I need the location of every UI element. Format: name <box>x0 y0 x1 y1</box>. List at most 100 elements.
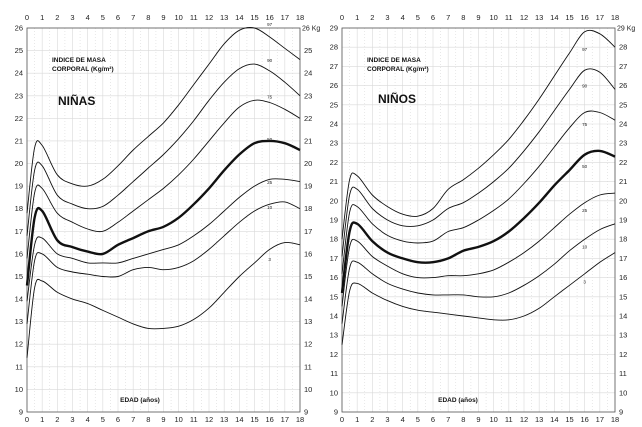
y-tick-label-left: 12 <box>330 350 338 359</box>
y-tick-label-left: 25 <box>15 46 23 55</box>
y-tick-label-right: 18 <box>304 204 312 213</box>
percentile-curve-75 <box>26 99 301 259</box>
percentile-curve-50 <box>340 149 616 294</box>
y-tick-label-right: 9 <box>619 408 623 417</box>
x-tick-label-top: 3 <box>70 13 74 22</box>
y-tick-label-right: 20 <box>619 196 627 205</box>
y-tick-label-left: 21 <box>15 136 23 145</box>
x-tick-label-top: 10 <box>174 13 182 22</box>
x-tick-label-top: 3 <box>385 13 389 22</box>
y-tick-label-right: 20 <box>304 159 312 168</box>
y-tick-label-right: 12 <box>304 340 312 349</box>
percentile-curve-90 <box>341 68 616 257</box>
x-tick-label-top: 13 <box>220 13 228 22</box>
y-tick-label-left: 17 <box>15 227 23 236</box>
x-tick-label-bottom: 2 <box>370 415 374 424</box>
chart-ninas: 0011223344556677889910101111121213131414… <box>15 13 321 424</box>
x-tick-label-top: 15 <box>565 13 573 22</box>
y-tick-label-right: 24 <box>619 120 627 129</box>
x-tick-label-top: 14 <box>550 13 558 22</box>
y-tick-label-right: 24 <box>304 69 312 78</box>
y-tick-label-right: 11 <box>304 362 312 371</box>
x-tick-label-bottom: 16 <box>265 415 273 424</box>
x-tick-label-bottom: 15 <box>565 415 573 424</box>
x-tick-label-top: 5 <box>101 13 105 22</box>
x-tick-label-top: 16 <box>265 13 273 22</box>
percentile-curve-90 <box>26 63 301 236</box>
x-tick-label-bottom: 13 <box>220 415 228 424</box>
y-tick-label-left: 10 <box>15 385 23 394</box>
percentile-curve-25 <box>341 192 616 307</box>
x-tick-label-bottom: 2 <box>55 415 59 424</box>
y-tick-label-left: 17 <box>330 254 338 263</box>
y-tick-label-left: 24 <box>15 69 23 78</box>
x-tick-label-bottom: 9 <box>476 415 480 424</box>
x-tick-label-top: 12 <box>205 13 213 22</box>
x-tick-label-top: 16 <box>580 13 588 22</box>
y-tick-label-right: 25 <box>304 46 312 55</box>
x-tick-label-bottom: 10 <box>174 415 182 424</box>
y-tick-label-left: 22 <box>15 114 23 123</box>
x-tick-label-top: 8 <box>461 13 465 22</box>
y-tick-label-right: 17 <box>619 254 627 263</box>
y-tick-label-left: 15 <box>330 292 338 301</box>
percentile-label-25: 25 <box>582 208 588 213</box>
x-tick-label-bottom: 8 <box>461 415 465 424</box>
x-tick-label-bottom: 1 <box>40 415 44 424</box>
x-tick-label-bottom: 3 <box>385 415 389 424</box>
x-tick-label-top: 11 <box>505 13 513 22</box>
percentile-curve-3 <box>26 242 301 358</box>
y-tick-label-right: 11 <box>619 369 627 378</box>
plot-frame <box>26 27 301 413</box>
y-tick-label-left: 12 <box>15 340 23 349</box>
percentile-curve-50 <box>25 139 301 286</box>
y-tick-label-right: 27 <box>619 62 627 71</box>
y-tick-label-left: 26 <box>330 81 338 90</box>
chart-title: NIÑOS <box>378 91 416 106</box>
y-tick-label-right: 22 <box>619 158 627 167</box>
y-tick-label-right: 21 <box>619 177 627 186</box>
x-tick-label-bottom: 5 <box>101 415 105 424</box>
percentile-curve-10 <box>341 223 616 324</box>
percentile-label-50: 50 <box>582 164 588 169</box>
x-tick-label-top: 8 <box>146 13 150 22</box>
x-tick-label-bottom: 4 <box>401 415 405 424</box>
x-tick-label-top: 6 <box>116 13 120 22</box>
y-tick-label-left: 13 <box>15 317 23 326</box>
y-tick-label-left: 22 <box>330 158 338 167</box>
y-tick-label-right: 23 <box>304 91 312 100</box>
percentile-curve-25 <box>26 178 301 302</box>
y-tick-label-left: 14 <box>15 295 23 304</box>
y-tick-label-left: 20 <box>330 196 338 205</box>
x-tick-label-top: 1 <box>355 13 359 22</box>
x-tick-label-top: 18 <box>296 13 304 22</box>
percentile-label-10: 10 <box>582 245 588 250</box>
x-tick-label-top: 2 <box>370 13 374 22</box>
x-tick-label-top: 17 <box>596 13 604 22</box>
x-tick-label-top: 7 <box>446 13 450 22</box>
x-axis-label: EDAD (años) <box>120 397 160 404</box>
x-tick-label-bottom: 14 <box>550 415 558 424</box>
percentile-curve-3 <box>341 252 616 345</box>
y-tick-label-right: 17 <box>304 227 312 236</box>
y-tick-label-left: 21 <box>330 177 338 186</box>
y-tick-label-left: 16 <box>330 273 338 282</box>
x-axis-label: EDAD (años) <box>438 397 478 404</box>
percentile-label-25: 25 <box>267 180 273 185</box>
x-tick-label-bottom: 11 <box>505 415 513 424</box>
percentile-label-50: 50 <box>267 137 273 142</box>
percentile-curve-75 <box>341 110 616 274</box>
x-tick-label-top: 0 <box>340 13 344 22</box>
x-tick-label-bottom: 0 <box>340 415 344 424</box>
chart-subtitle-line1: INDICE DE MASA <box>52 57 106 64</box>
x-tick-label-top: 0 <box>25 13 29 22</box>
y-tick-label-left: 27 <box>330 62 338 71</box>
percentile-label-90: 90 <box>582 83 588 88</box>
x-tick-label-top: 15 <box>250 13 258 22</box>
y-tick-label-right: 19 <box>619 216 627 225</box>
x-tick-label-bottom: 1 <box>355 415 359 424</box>
y-tick-label-right: 21 <box>304 136 312 145</box>
x-tick-label-top: 11 <box>190 13 198 22</box>
x-tick-label-top: 1 <box>40 13 44 22</box>
percentile-label-97: 97 <box>267 22 273 27</box>
